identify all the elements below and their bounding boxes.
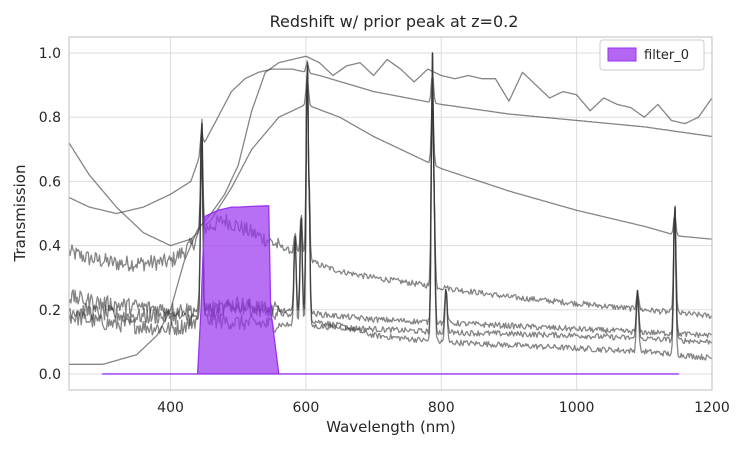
x-tick-label-400: 400 — [157, 400, 184, 416]
x-tick-label-1200: 1200 — [694, 400, 730, 416]
filter-0-area — [101, 205, 680, 375]
y-tick-label-0: 0.0 — [39, 367, 61, 383]
spectrum-line-7 — [68, 52, 712, 339]
x-tick-label-800: 800 — [428, 400, 455, 416]
x-tick-label-600: 600 — [293, 400, 320, 416]
y-tick-label-1: 0.2 — [39, 303, 61, 319]
legend-swatch-filter-0 — [607, 47, 637, 62]
y-axis-label: Transmission — [11, 165, 29, 263]
y-tick-label-3: 0.6 — [39, 174, 61, 190]
y-tick-label-2: 0.4 — [39, 239, 61, 255]
spectrum-line-4 — [68, 52, 713, 320]
tick-layer: 400 600 800 1000 1200 0.0 0.2 0.4 0.6 0.8 1.0 — [39, 46, 730, 416]
spectrum-line-3 — [68, 73, 713, 247]
legend: filter_0 — [599, 39, 705, 71]
x-tick-label-1000: 1000 — [559, 400, 595, 416]
plot-frame — [68, 36, 713, 391]
spectra-layer — [68, 52, 713, 365]
spectrum-line-6 — [68, 52, 713, 345]
spectrum-line-5 — [68, 52, 712, 361]
spectrum-line-1 — [69, 55, 713, 365]
legend-label-filter-0: filter_0 — [644, 48, 689, 63]
x-axis-label: Wavelength (nm) — [326, 418, 456, 436]
chart-title: Redshift w/ prior peak at z=0.2 — [270, 12, 519, 31]
spectrum-line-2 — [68, 60, 713, 215]
y-tick-label-4: 0.8 — [39, 110, 61, 126]
y-tick-label-5: 1.0 — [39, 46, 61, 62]
filter-layer — [101, 205, 680, 375]
